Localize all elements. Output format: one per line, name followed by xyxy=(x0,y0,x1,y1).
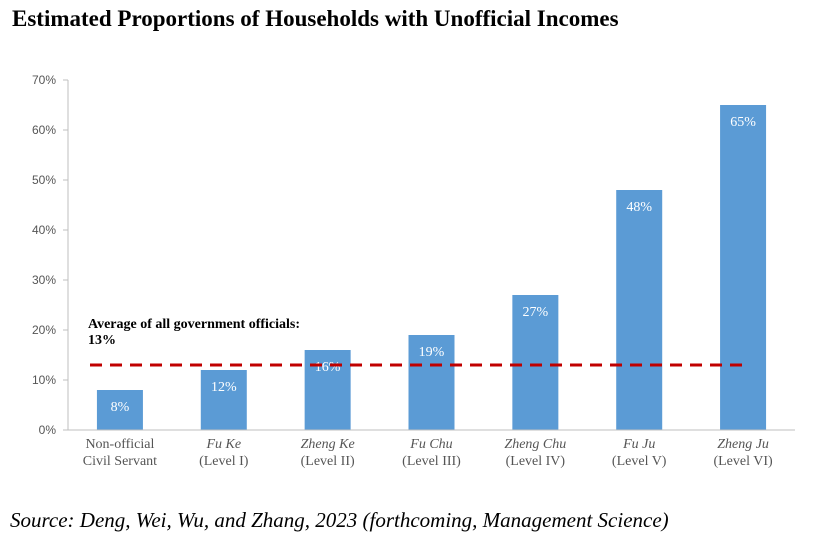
y-tick-label: 30% xyxy=(32,273,56,287)
y-tick-label: 70% xyxy=(32,73,56,87)
y-tick-label: 60% xyxy=(32,123,56,137)
x-tick-sublabel: (Level IV) xyxy=(506,454,566,469)
y-tick-label: 40% xyxy=(32,223,56,237)
x-tick-label: Zheng Ju xyxy=(717,437,769,452)
bar xyxy=(304,350,351,430)
bar-value-label: 12% xyxy=(211,380,237,395)
bar xyxy=(200,370,247,430)
x-axis: Non-official Civil Servant Fu Ke (Level I) Z… xyxy=(68,429,795,469)
x-tick-sublabel: (Level I) xyxy=(199,454,249,469)
x-tick-sublabel: (Level V) xyxy=(612,454,667,469)
chart-title: Estimated Proportions of Households with… xyxy=(12,6,619,31)
x-tick-sublabel: Civil Servant xyxy=(83,454,157,469)
bar xyxy=(512,295,559,430)
bar-value-label: 27% xyxy=(523,305,549,320)
y-tick-label: 0% xyxy=(39,423,57,437)
y-tick-label: 20% xyxy=(32,323,56,337)
bar-value-label: 65% xyxy=(730,115,756,130)
x-tick-sublabel: (Level VI) xyxy=(713,454,773,469)
reference-line-label: Average of all government officials: xyxy=(88,317,300,332)
y-axis: 0% 10% 20% 30% 40% 50% 60% 70% xyxy=(32,73,69,437)
x-tick-label: Fu Ju xyxy=(622,437,655,452)
x-tick-label: Zheng Ke xyxy=(301,437,355,452)
bar-value-label: 16% xyxy=(315,360,341,375)
reference-line-value: 13% xyxy=(88,333,116,348)
bar-chart: 0% 10% 20% 30% 40% 50% 60% 70% 8% 12% 16% 19% 27% 48… xyxy=(32,73,795,469)
x-tick-sublabel: (Level II) xyxy=(301,454,355,469)
bar xyxy=(96,390,143,430)
bars: 8% 12% 16% 19% 27% 48% 65% xyxy=(96,105,767,430)
x-tick-sublabel: (Level III) xyxy=(402,454,461,469)
x-tick-label: Zheng Chu xyxy=(504,437,566,452)
bar-value-label: 19% xyxy=(419,345,445,360)
reference-line-group: Average of all government officials:13% xyxy=(88,317,748,367)
x-tick-label: Fu Ke xyxy=(205,437,241,452)
source-note: Source: Deng, Wei, Wu, and Zhang, 2023 (… xyxy=(10,508,669,532)
bar xyxy=(616,190,663,430)
bar xyxy=(720,105,767,430)
bar xyxy=(408,335,455,430)
y-tick-label: 10% xyxy=(32,373,56,387)
x-tick-label: Fu Chu xyxy=(409,437,452,452)
bar-value-label: 48% xyxy=(626,200,652,215)
bar-value-label: 8% xyxy=(111,400,130,415)
x-tick-label: Non-official xyxy=(85,437,154,452)
y-tick-label: 50% xyxy=(32,173,56,187)
